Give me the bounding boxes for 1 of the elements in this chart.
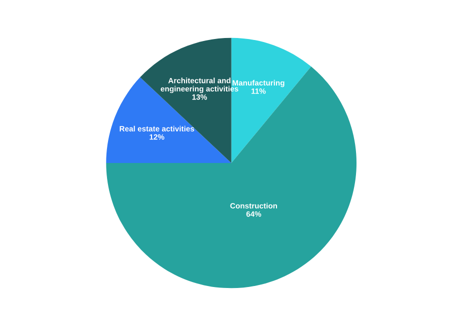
pie-slice	[106, 66, 357, 288]
